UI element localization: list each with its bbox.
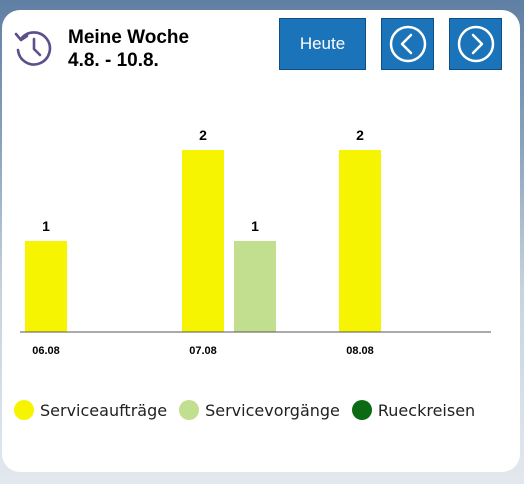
bar-06-08-series-0 — [25, 241, 67, 332]
data-label: 1 — [42, 218, 50, 234]
chevron-left-icon — [389, 25, 426, 63]
chevron-right-icon — [457, 25, 494, 63]
x-tick-label: 07.08 — [189, 345, 217, 357]
legend-item: Rueckreisen — [351, 400, 476, 420]
bar-08-08-series-0 — [339, 150, 381, 332]
x-tick-label: 06.08 — [32, 345, 60, 357]
date-range: 4.8. - 10.8. — [68, 50, 159, 71]
title-block: Meine Woche 4.8. - 10.8. — [68, 26, 189, 72]
next-week-button[interactable] — [449, 18, 502, 70]
page-title: Meine Woche — [68, 27, 190, 48]
legend-swatch — [14, 400, 34, 420]
legend-label: Servicevorgänge — [205, 400, 340, 420]
data-label: 2 — [356, 127, 364, 143]
history-icon — [14, 31, 52, 66]
today-button[interactable]: Heute — [279, 18, 366, 70]
data-label: 2 — [199, 127, 207, 143]
legend-item: Serviceaufträge — [14, 400, 167, 420]
legend-swatch — [351, 400, 372, 420]
legend-item: Servicevorgänge — [179, 400, 340, 420]
x-tick-label: 08.08 — [346, 345, 374, 357]
week-card: Meine Woche 4.8. - 10.8. Heute 1 06.08 2 1 0… — [2, 10, 520, 472]
week-bar-chart: 1 06.08 2 1 07.08 2 08.08 — [20, 127, 491, 357]
legend-swatch — [179, 400, 200, 420]
chart-legend: Serviceaufträge Servicevorgänge Rueckreise… — [14, 400, 487, 420]
legend-label: Rueckreisen — [377, 400, 476, 420]
previous-week-button[interactable] — [381, 18, 434, 70]
bar-07-08-series-1 — [234, 241, 276, 332]
legend-label: Serviceaufträge — [40, 400, 168, 420]
data-label: 1 — [251, 218, 259, 234]
bar-07-08-series-0 — [182, 150, 224, 332]
